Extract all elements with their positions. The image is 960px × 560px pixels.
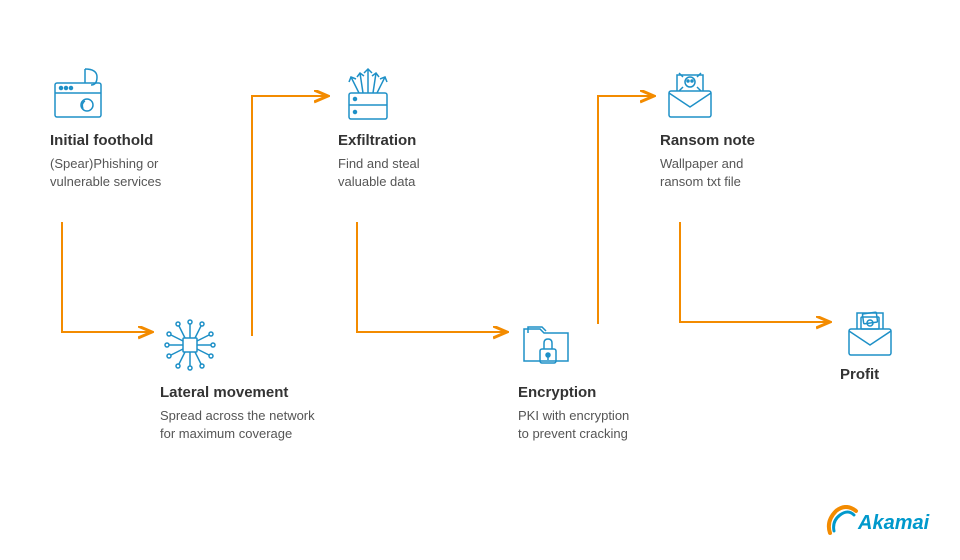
arrow-exfil-to-encryption <box>345 222 525 352</box>
node-exfiltration: Exfiltration Find and stealvaluable data <box>338 68 498 190</box>
node-title: Initial foothold <box>50 132 220 149</box>
node-profit: Profit <box>840 306 940 389</box>
svg-text:Akamai: Akamai <box>857 512 930 534</box>
node-desc: (Spear)Phishing orvulnerable services <box>50 155 220 190</box>
arrow-initial-to-lateral <box>50 222 170 352</box>
node-desc: Find and stealvaluable data <box>338 155 498 190</box>
node-title: Encryption <box>518 384 698 401</box>
node-title: Exfiltration <box>338 132 498 149</box>
lock-folder-icon <box>518 320 578 370</box>
node-ransom-note: Ransom note Wallpaper andransom txt file <box>660 68 820 190</box>
arrow-encryption-to-ransom <box>586 86 676 336</box>
node-title: Ransom note <box>660 132 820 149</box>
arrow-lateral-to-exfil <box>240 86 350 346</box>
node-desc: Wallpaper andransom txt file <box>660 155 820 190</box>
brand-logo: Akamai <box>826 505 936 542</box>
node-title: Lateral movement <box>160 384 360 401</box>
node-desc: PKI with encryptionto prevent cracking <box>518 407 698 442</box>
node-initial-foothold: Initial foothold (Spear)Phishing orvulne… <box>50 68 220 190</box>
money-mail-icon <box>840 306 900 356</box>
node-desc: Spread across the networkfor maximum cov… <box>160 407 360 442</box>
arrow-ransom-to-profit <box>668 222 848 342</box>
node-title: Profit <box>840 366 940 383</box>
phishing-browser-icon <box>50 68 110 118</box>
